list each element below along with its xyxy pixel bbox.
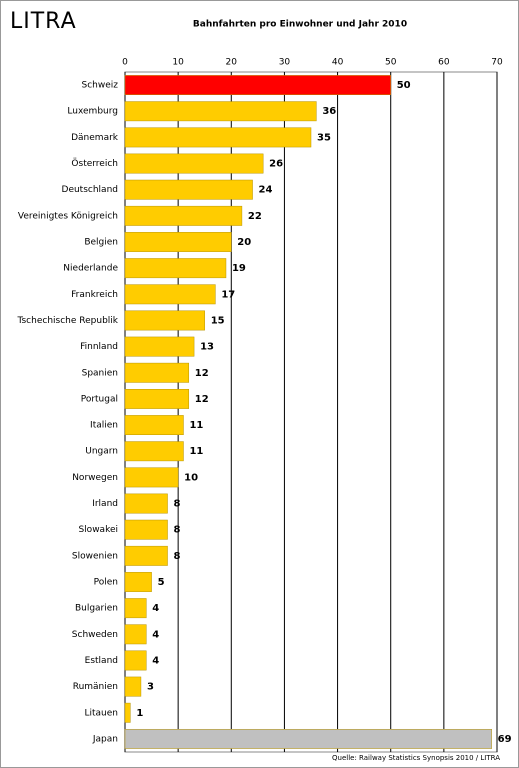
y-tick-label: Dänemark: [71, 133, 119, 143]
value-label: 19: [232, 263, 246, 274]
value-label: 5: [158, 577, 165, 588]
x-tick-label: 50: [385, 58, 397, 68]
value-label: 11: [189, 420, 203, 431]
bar: [124, 284, 216, 305]
y-tick-label: Slowenien: [72, 551, 118, 561]
bar: [124, 75, 391, 96]
bar: [124, 728, 492, 749]
x-tick-label: 0: [122, 58, 128, 68]
bar: [124, 545, 168, 566]
value-label: 35: [317, 132, 331, 143]
y-tick-label: Schweden: [72, 630, 118, 640]
y-tick-label: Frankreich: [71, 290, 118, 300]
value-label: 4: [152, 603, 159, 614]
y-tick-label: Niederlande: [63, 264, 118, 274]
source: Quelle: Railway Statistics Synopsis 2010…: [332, 754, 500, 762]
y-tick-label: Italien: [90, 421, 118, 431]
y-tick-label: Ungarn: [85, 447, 118, 457]
bar: [124, 519, 168, 540]
bar: [124, 676, 142, 697]
y-tick-label: Japan: [92, 734, 118, 744]
bar: [124, 650, 147, 671]
y-tick-label: Portugal: [81, 394, 118, 404]
value-label: 8: [174, 499, 181, 510]
bar: [124, 205, 243, 226]
value-label: 15: [211, 315, 225, 326]
value-label: 12: [195, 368, 209, 379]
x-tick-label: 60: [438, 58, 450, 68]
bar: [124, 388, 190, 409]
y-tick-label: Luxemburg: [67, 107, 118, 117]
bar: [124, 179, 253, 200]
value-label: 12: [195, 394, 209, 405]
y-tick-label: Schweiz: [82, 81, 119, 91]
x-tick-label: 70: [491, 58, 503, 68]
value-label: 50: [397, 80, 411, 91]
y-tick-label: Tschechische Republik: [16, 316, 118, 326]
bar: [124, 258, 227, 279]
y-tick-label: Bulgarien: [75, 604, 118, 614]
bar: [124, 467, 179, 488]
value-label: 20: [237, 237, 251, 248]
value-label: 17: [221, 289, 235, 300]
bar: [124, 624, 147, 645]
value-label: 69: [498, 734, 512, 745]
bar: [124, 415, 184, 436]
value-label: 13: [200, 342, 214, 353]
value-label: 1: [136, 708, 143, 719]
bar: [124, 310, 205, 331]
y-tick-label: Belgien: [84, 238, 118, 248]
value-label: 4: [152, 655, 159, 666]
value-label: 26: [269, 159, 283, 170]
x-tick-label: 30: [279, 58, 291, 68]
bar: [124, 127, 312, 148]
x-tick-label: 10: [172, 58, 184, 68]
y-tick-label: Litauen: [84, 708, 118, 718]
bar: [124, 598, 147, 619]
bar: [124, 232, 232, 252]
y-tick-label: Polen: [94, 578, 118, 588]
value-label: 22: [248, 211, 262, 222]
value-label: 36: [322, 106, 336, 117]
value-label: 3: [147, 682, 154, 693]
y-tick-label: Vereinigtes Königreich: [18, 211, 118, 221]
bar: [124, 153, 264, 174]
bar: [124, 702, 131, 723]
bar: [124, 336, 195, 357]
y-tick-label: Rumänien: [73, 682, 118, 692]
y-tick-label: Estland: [85, 656, 118, 666]
value-label: 8: [174, 551, 181, 562]
bar: [124, 101, 317, 122]
x-tick-label: 40: [332, 58, 344, 68]
value-label: 10: [184, 472, 198, 483]
y-tick-label: Slowakei: [78, 525, 118, 535]
logo: LITRA: [10, 9, 77, 34]
x-tick-label: 20: [226, 58, 238, 68]
value-label: 11: [189, 446, 203, 457]
y-tick-label: Deutschland: [62, 185, 118, 195]
bar: [124, 441, 184, 462]
y-tick-label: Österreich: [71, 158, 118, 169]
bar: [124, 572, 152, 592]
y-tick-label: Spanien: [82, 368, 118, 378]
y-tick-label: Irland: [92, 499, 118, 509]
value-label: 4: [152, 629, 159, 640]
value-label: 8: [174, 525, 181, 536]
bar: [124, 493, 168, 514]
y-tick-label: Norwegen: [72, 473, 118, 483]
bar: [124, 362, 190, 383]
y-tick-label: Finnland: [80, 342, 118, 352]
chart-title: Bahnfahrten pro Einwohner und Jahr 2010: [193, 20, 407, 30]
value-label: 24: [259, 185, 273, 196]
